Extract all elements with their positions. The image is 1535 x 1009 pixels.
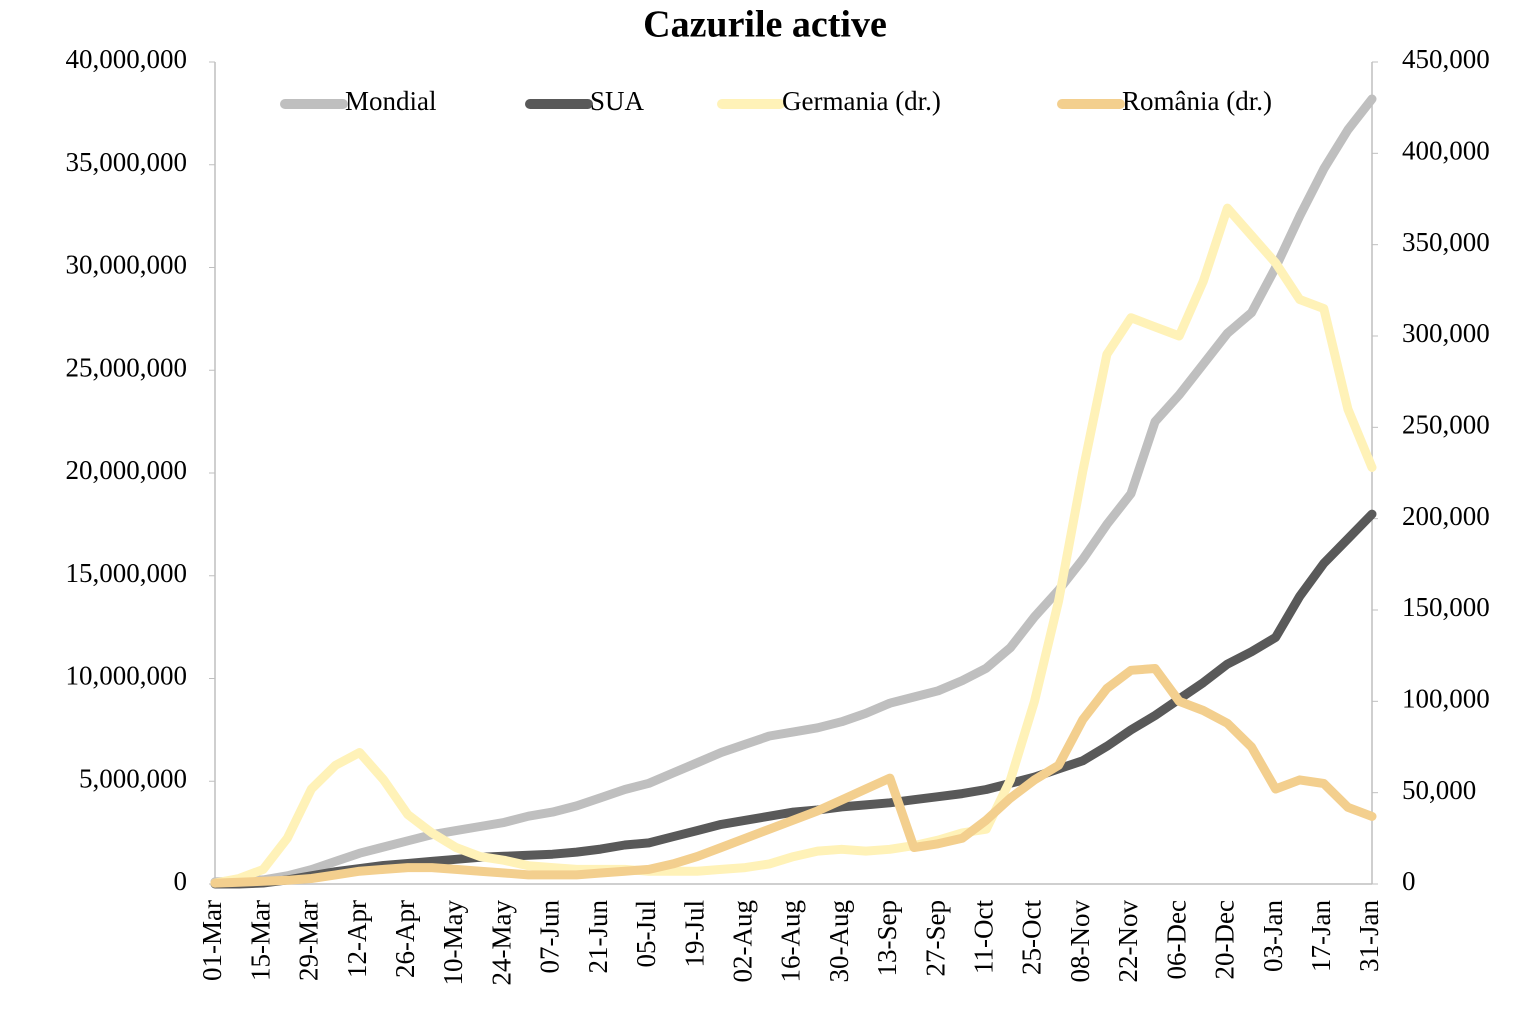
legend-label: Germania (dr.) xyxy=(782,86,941,116)
x-tick-label: 08-Nov xyxy=(1065,900,1095,983)
x-tick-label: 03-Jan xyxy=(1258,900,1288,972)
y2-tick-label: 100,000 xyxy=(1402,684,1490,714)
y-tick-label: 15,000,000 xyxy=(66,558,188,588)
x-tick-label: 10-May xyxy=(438,900,468,986)
x-tick-label: 24-May xyxy=(486,900,516,986)
x-tick-label: 16-Aug xyxy=(776,900,806,983)
x-tick-label: 15-Mar xyxy=(245,900,275,981)
series-line xyxy=(210,94,1377,887)
y2-tick-label: 50,000 xyxy=(1402,775,1476,805)
x-tick-label: 13-Sep xyxy=(872,900,902,977)
x-tick-label: 17-Jan xyxy=(1306,900,1336,972)
x-tick-label: 25-Oct xyxy=(1017,900,1047,975)
series-line xyxy=(210,664,1377,888)
y2-tick-label: 200,000 xyxy=(1402,501,1490,531)
series-line xyxy=(210,203,1377,888)
y2-tick-label: 400,000 xyxy=(1402,136,1490,166)
chart-title: Cazurile active xyxy=(643,4,887,46)
y2-tick-label: 350,000 xyxy=(1402,227,1490,257)
x-tick-label: 27-Sep xyxy=(920,900,950,977)
x-tick-label: 07-Jun xyxy=(535,900,565,974)
x-tick-label: 20-Dec xyxy=(1210,900,1240,979)
y-tick-label: 35,000,000 xyxy=(66,147,188,177)
x-tick-label: 30-Aug xyxy=(824,900,854,983)
y2-tick-label: 450,000 xyxy=(1402,44,1490,74)
series-line xyxy=(210,509,1377,889)
x-tick-label: 31-Jan xyxy=(1354,900,1384,972)
legend-label: SUA xyxy=(590,86,645,116)
x-tick-label: 22-Nov xyxy=(1113,900,1143,983)
x-tick-label: 12-Apr xyxy=(342,900,372,978)
y-tick-label: 10,000,000 xyxy=(66,661,188,691)
x-tick-label: 01-Mar xyxy=(197,900,227,981)
y-tick-label: 20,000,000 xyxy=(66,455,188,485)
y2-tick-label: 250,000 xyxy=(1402,410,1490,440)
x-tick-label: 05-Jul xyxy=(631,900,661,968)
y-tick-label: 30,000,000 xyxy=(66,250,188,280)
x-tick-label: 02-Aug xyxy=(727,900,757,983)
x-tick-label: 21-Jun xyxy=(583,900,613,974)
y-tick-label: 25,000,000 xyxy=(66,352,188,382)
legend-label: Mondial xyxy=(345,86,437,116)
x-tick-label: 29-Mar xyxy=(294,900,324,981)
y-tick-label: 5,000,000 xyxy=(79,763,187,793)
x-tick-label: 11-Oct xyxy=(969,900,999,974)
x-tick-label: 06-Dec xyxy=(1161,900,1191,979)
y2-tick-label: 150,000 xyxy=(1402,592,1490,622)
legend-label: România (dr.) xyxy=(1122,86,1272,116)
y2-tick-label: 0 xyxy=(1402,866,1416,896)
y-tick-label: 0 xyxy=(174,866,188,896)
x-tick-label: 19-Jul xyxy=(679,900,709,968)
y2-tick-label: 300,000 xyxy=(1402,318,1490,348)
y-tick-label: 40,000,000 xyxy=(66,44,188,74)
x-tick-label: 26-Apr xyxy=(390,900,420,978)
